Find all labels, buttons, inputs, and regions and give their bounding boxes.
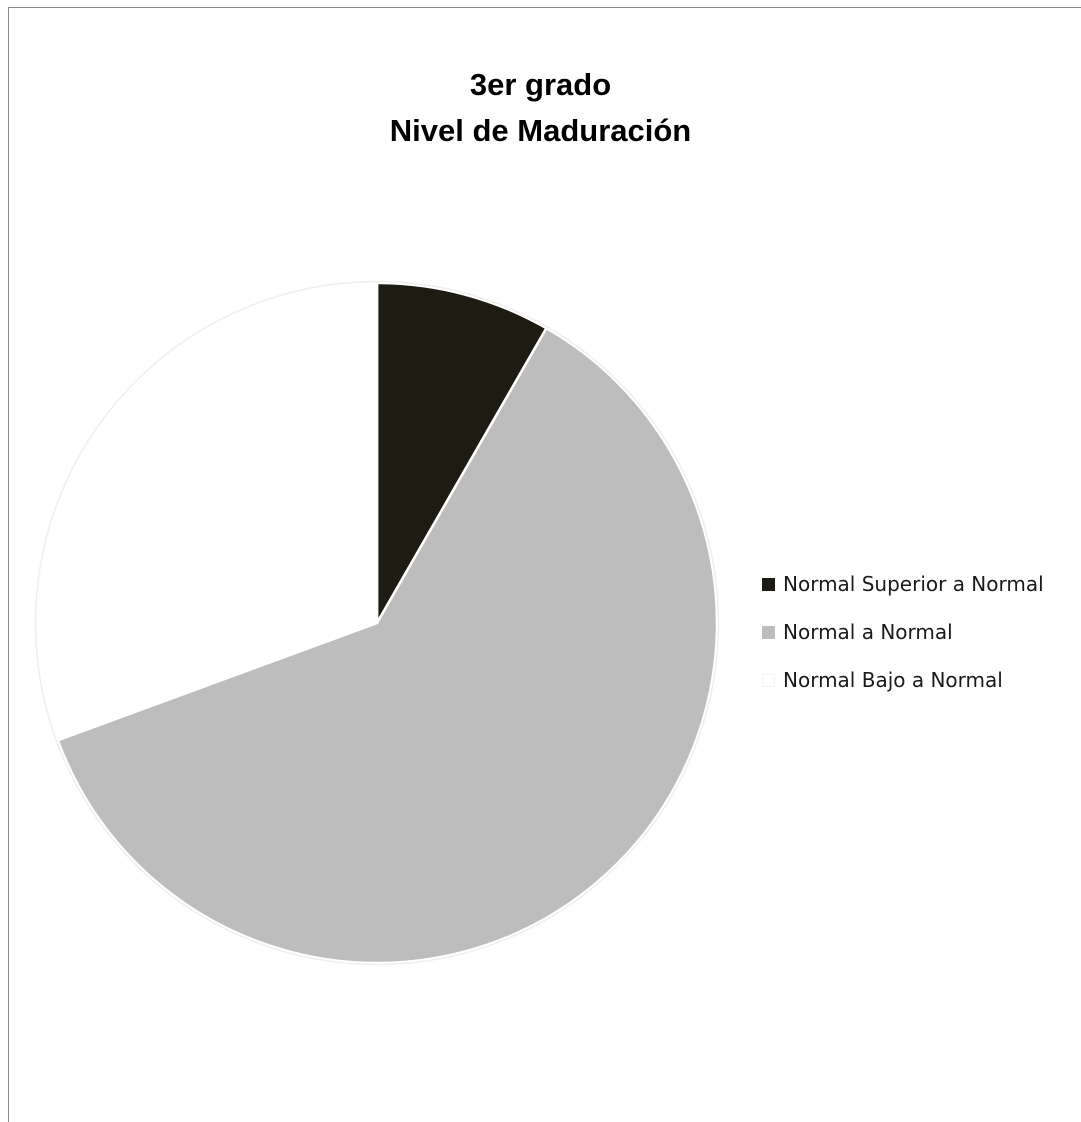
pie-outline: [34, 280, 720, 966]
legend-label-normal-superior: Normal Superior a Normal: [783, 572, 1044, 596]
chart-title-line-1: 3er grado: [469, 67, 612, 102]
legend: Normal Superior a Normal Normal a Normal…: [762, 560, 1044, 704]
pie-slice-normal-bajo: [35, 281, 379, 742]
pie-slice-normal-superior: [375, 281, 548, 625]
pie-slices: [34, 280, 720, 966]
legend-label-normal-bajo: Normal Bajo a Normal: [783, 668, 1003, 692]
legend-swatch-normal-bajo: [762, 673, 775, 687]
pie-slice-normal: [56, 326, 719, 965]
legend-swatch-normal-superior: [762, 577, 775, 591]
legend-item-normal-superior: Normal Superior a Normal: [762, 560, 1044, 608]
legend-label-normal: Normal a Normal: [783, 620, 953, 644]
chart-title-line-2: Nivel de Maduración: [389, 113, 692, 148]
legend-item-normal: Normal a Normal: [762, 608, 1044, 656]
legend-swatch-normal: [762, 625, 775, 639]
legend-item-normal-bajo: Normal Bajo a Normal: [762, 656, 1044, 704]
